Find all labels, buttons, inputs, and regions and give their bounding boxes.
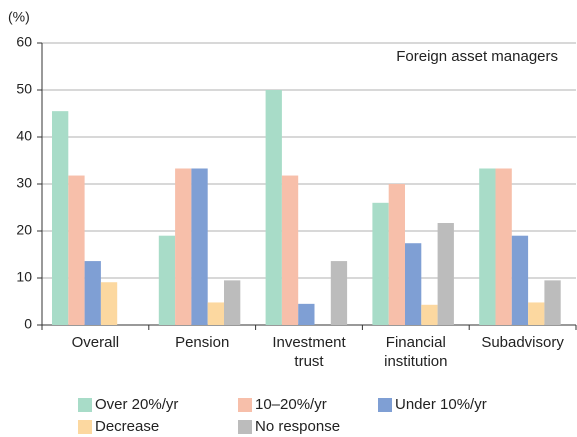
bar	[224, 280, 241, 325]
bar	[544, 280, 561, 325]
bar	[158, 235, 176, 325]
legend-item: 10–20%/yr	[238, 396, 327, 413]
bar	[281, 175, 299, 325]
legend-item: Under 10%/yr	[378, 396, 487, 413]
bar	[388, 184, 405, 325]
bar	[405, 243, 422, 325]
y-tick-label: 20	[16, 222, 32, 238]
legend-item: Over 20%/yr	[78, 396, 178, 413]
bar	[330, 261, 348, 325]
bar	[100, 282, 118, 325]
y-tick-label: 30	[16, 175, 32, 191]
bar	[52, 111, 69, 326]
y-tick-label: 10	[16, 269, 32, 285]
legend-item: Decrease	[78, 418, 159, 435]
annotation: Foreign asset managers	[396, 48, 558, 65]
bar	[421, 304, 438, 325]
bar	[495, 168, 512, 325]
legend-swatch	[238, 419, 252, 434]
y-tick-label: 40	[16, 128, 32, 144]
legend-swatch	[238, 397, 252, 412]
legend-swatch	[78, 419, 92, 434]
x-tick-label: Pension	[175, 334, 230, 351]
bar	[207, 302, 224, 325]
legend-swatch	[78, 397, 92, 412]
legend-label: 10–20%/yr	[255, 396, 327, 413]
bar	[298, 303, 315, 325]
bar	[511, 235, 529, 325]
bar	[528, 302, 545, 325]
bar	[84, 261, 101, 325]
bar	[68, 175, 85, 325]
x-tick-label: Financial institution	[384, 334, 448, 370]
x-tick-label: Subadvisory	[481, 334, 564, 351]
bar	[265, 90, 282, 325]
y-axis-label: (%)	[8, 9, 30, 25]
legend-label: Decrease	[95, 418, 160, 435]
legend-label: No response	[255, 418, 341, 435]
bar	[191, 168, 208, 325]
x-tick-label: Investment trust	[272, 334, 346, 370]
bar	[175, 168, 192, 325]
x-tick-label: Overall	[71, 334, 120, 351]
y-tick-label: 60	[16, 34, 32, 50]
legend-label: Under 10%/yr	[395, 396, 487, 413]
bar	[479, 168, 496, 325]
y-tick-label: 0	[24, 316, 32, 332]
y-tick-label: 50	[16, 81, 32, 97]
legend-swatch	[378, 397, 392, 412]
bar	[372, 202, 389, 325]
legend-item: No response	[238, 418, 340, 435]
bar	[437, 223, 454, 325]
legend-label: Over 20%/yr	[95, 396, 179, 413]
